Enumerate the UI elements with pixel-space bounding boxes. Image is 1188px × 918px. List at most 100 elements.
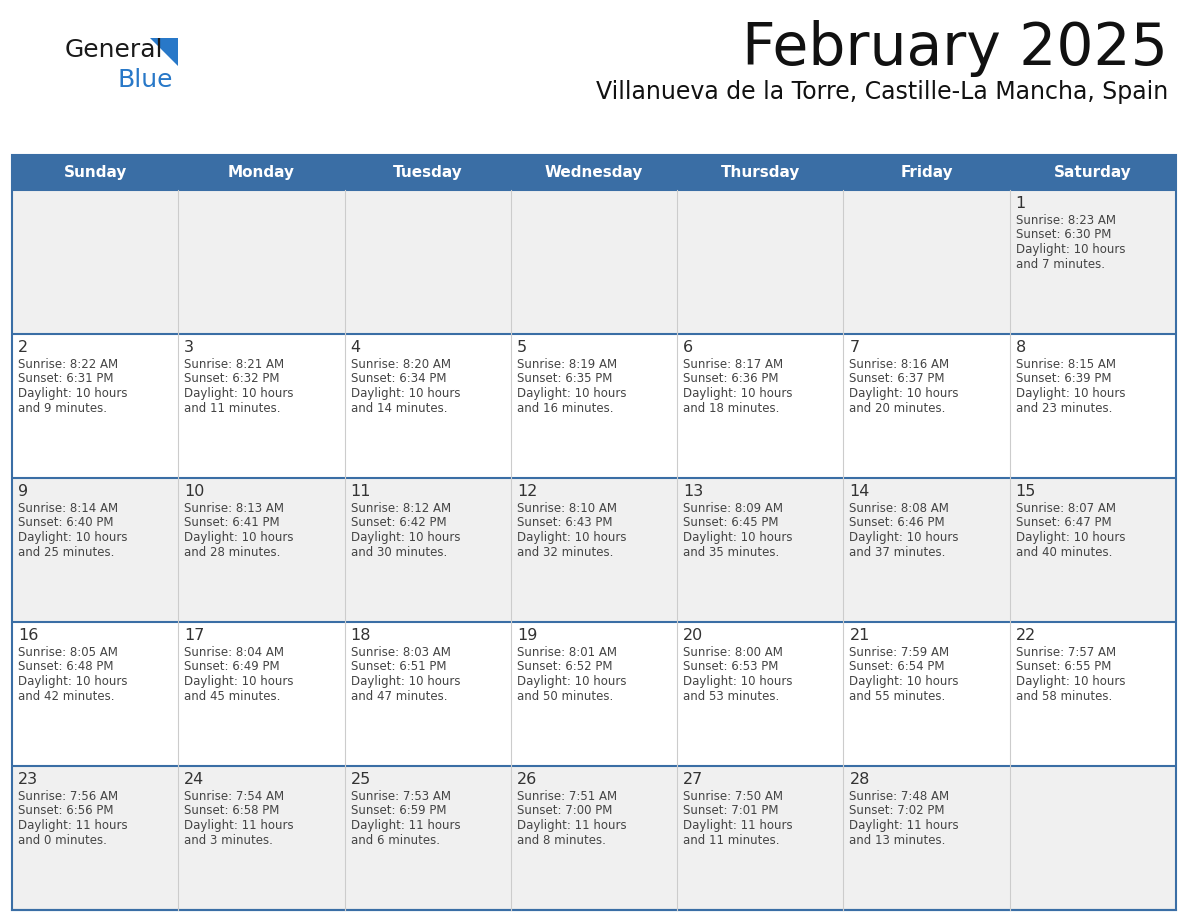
Text: and 9 minutes.: and 9 minutes. <box>18 401 107 415</box>
Text: Sunset: 6:30 PM: Sunset: 6:30 PM <box>1016 229 1111 241</box>
Text: Sunset: 7:01 PM: Sunset: 7:01 PM <box>683 804 778 818</box>
Text: Sunset: 6:41 PM: Sunset: 6:41 PM <box>184 517 280 530</box>
Text: Sunrise: 7:59 AM: Sunrise: 7:59 AM <box>849 646 949 659</box>
Bar <box>12 155 1176 910</box>
Bar <box>12 766 1176 910</box>
Text: and 55 minutes.: and 55 minutes. <box>849 689 946 702</box>
Text: Wednesday: Wednesday <box>545 165 643 180</box>
Text: Sunrise: 8:17 AM: Sunrise: 8:17 AM <box>683 358 783 371</box>
Text: 17: 17 <box>184 628 204 643</box>
Text: Daylight: 10 hours: Daylight: 10 hours <box>184 675 293 688</box>
Text: Daylight: 10 hours: Daylight: 10 hours <box>350 531 460 544</box>
Text: Sunrise: 8:01 AM: Sunrise: 8:01 AM <box>517 646 617 659</box>
Text: Sunset: 6:34 PM: Sunset: 6:34 PM <box>350 373 446 386</box>
Text: Sunset: 6:43 PM: Sunset: 6:43 PM <box>517 517 612 530</box>
Text: Tuesday: Tuesday <box>393 165 462 180</box>
Polygon shape <box>150 38 178 66</box>
Text: Sunset: 6:59 PM: Sunset: 6:59 PM <box>350 804 446 818</box>
Text: 10: 10 <box>184 484 204 499</box>
Text: and 53 minutes.: and 53 minutes. <box>683 689 779 702</box>
Text: 20: 20 <box>683 628 703 643</box>
Bar <box>12 478 1176 622</box>
Text: and 32 minutes.: and 32 minutes. <box>517 545 613 558</box>
Text: 16: 16 <box>18 628 38 643</box>
Text: 26: 26 <box>517 772 537 787</box>
Text: Daylight: 10 hours: Daylight: 10 hours <box>683 675 792 688</box>
Text: and 0 minutes.: and 0 minutes. <box>18 834 107 846</box>
Text: Sunset: 6:45 PM: Sunset: 6:45 PM <box>683 517 778 530</box>
Text: Sunset: 6:39 PM: Sunset: 6:39 PM <box>1016 373 1111 386</box>
Text: General: General <box>65 38 164 62</box>
Bar <box>12 155 1176 190</box>
Text: 22: 22 <box>1016 628 1036 643</box>
Text: Sunset: 7:00 PM: Sunset: 7:00 PM <box>517 804 612 818</box>
Text: Sunrise: 8:14 AM: Sunrise: 8:14 AM <box>18 502 118 515</box>
Text: and 3 minutes.: and 3 minutes. <box>184 834 273 846</box>
Text: Blue: Blue <box>116 68 172 92</box>
Text: Daylight: 11 hours: Daylight: 11 hours <box>683 819 792 832</box>
Text: 5: 5 <box>517 340 527 355</box>
Text: Daylight: 10 hours: Daylight: 10 hours <box>683 531 792 544</box>
Text: and 23 minutes.: and 23 minutes. <box>1016 401 1112 415</box>
Text: and 6 minutes.: and 6 minutes. <box>350 834 440 846</box>
Text: February 2025: February 2025 <box>742 20 1168 77</box>
Text: Sunrise: 7:57 AM: Sunrise: 7:57 AM <box>1016 646 1116 659</box>
Text: Sunset: 6:55 PM: Sunset: 6:55 PM <box>1016 660 1111 674</box>
Text: Daylight: 10 hours: Daylight: 10 hours <box>350 387 460 400</box>
Text: Daylight: 10 hours: Daylight: 10 hours <box>350 675 460 688</box>
Text: Sunset: 6:47 PM: Sunset: 6:47 PM <box>1016 517 1111 530</box>
Text: Thursday: Thursday <box>721 165 800 180</box>
Text: Daylight: 11 hours: Daylight: 11 hours <box>18 819 127 832</box>
Text: 21: 21 <box>849 628 870 643</box>
Text: Daylight: 10 hours: Daylight: 10 hours <box>517 531 626 544</box>
Text: and 18 minutes.: and 18 minutes. <box>683 401 779 415</box>
Text: Sunrise: 8:08 AM: Sunrise: 8:08 AM <box>849 502 949 515</box>
Text: Sunset: 6:51 PM: Sunset: 6:51 PM <box>350 660 446 674</box>
Text: Sunrise: 8:05 AM: Sunrise: 8:05 AM <box>18 646 118 659</box>
Text: Daylight: 10 hours: Daylight: 10 hours <box>184 531 293 544</box>
Text: and 14 minutes.: and 14 minutes. <box>350 401 447 415</box>
Bar <box>12 334 1176 478</box>
Text: Sunrise: 8:10 AM: Sunrise: 8:10 AM <box>517 502 617 515</box>
Text: Daylight: 10 hours: Daylight: 10 hours <box>1016 387 1125 400</box>
Text: and 58 minutes.: and 58 minutes. <box>1016 689 1112 702</box>
Text: and 25 minutes.: and 25 minutes. <box>18 545 114 558</box>
Text: Daylight: 11 hours: Daylight: 11 hours <box>350 819 460 832</box>
Text: Sunrise: 8:09 AM: Sunrise: 8:09 AM <box>683 502 783 515</box>
Text: Daylight: 10 hours: Daylight: 10 hours <box>18 675 127 688</box>
Text: 7: 7 <box>849 340 860 355</box>
Text: Friday: Friday <box>901 165 953 180</box>
Text: 9: 9 <box>18 484 29 499</box>
Text: and 7 minutes.: and 7 minutes. <box>1016 258 1105 271</box>
Text: 11: 11 <box>350 484 371 499</box>
Text: and 45 minutes.: and 45 minutes. <box>184 689 280 702</box>
Text: 28: 28 <box>849 772 870 787</box>
Text: Sunset: 6:53 PM: Sunset: 6:53 PM <box>683 660 778 674</box>
Text: Daylight: 10 hours: Daylight: 10 hours <box>1016 675 1125 688</box>
Text: Sunset: 6:54 PM: Sunset: 6:54 PM <box>849 660 944 674</box>
Bar <box>12 622 1176 766</box>
Text: Daylight: 10 hours: Daylight: 10 hours <box>18 531 127 544</box>
Text: Daylight: 10 hours: Daylight: 10 hours <box>517 387 626 400</box>
Text: Sunset: 6:37 PM: Sunset: 6:37 PM <box>849 373 944 386</box>
Text: Sunset: 6:42 PM: Sunset: 6:42 PM <box>350 517 447 530</box>
Text: and 50 minutes.: and 50 minutes. <box>517 689 613 702</box>
Text: Sunrise: 8:22 AM: Sunrise: 8:22 AM <box>18 358 118 371</box>
Text: 6: 6 <box>683 340 694 355</box>
Text: 15: 15 <box>1016 484 1036 499</box>
Text: and 37 minutes.: and 37 minutes. <box>849 545 946 558</box>
Text: Sunrise: 7:48 AM: Sunrise: 7:48 AM <box>849 790 949 803</box>
Text: Sunrise: 7:56 AM: Sunrise: 7:56 AM <box>18 790 118 803</box>
Text: Sunset: 6:48 PM: Sunset: 6:48 PM <box>18 660 114 674</box>
Text: and 40 minutes.: and 40 minutes. <box>1016 545 1112 558</box>
Text: Sunset: 7:02 PM: Sunset: 7:02 PM <box>849 804 944 818</box>
Text: 14: 14 <box>849 484 870 499</box>
Text: Villanueva de la Torre, Castille-La Mancha, Spain: Villanueva de la Torre, Castille-La Manc… <box>595 80 1168 104</box>
Text: Sunrise: 8:20 AM: Sunrise: 8:20 AM <box>350 358 450 371</box>
Text: 1: 1 <box>1016 196 1026 211</box>
Text: Sunrise: 8:23 AM: Sunrise: 8:23 AM <box>1016 214 1116 227</box>
Text: Sunrise: 7:51 AM: Sunrise: 7:51 AM <box>517 790 617 803</box>
Text: Daylight: 10 hours: Daylight: 10 hours <box>1016 243 1125 256</box>
Text: Sunset: 6:36 PM: Sunset: 6:36 PM <box>683 373 778 386</box>
Text: Daylight: 11 hours: Daylight: 11 hours <box>184 819 293 832</box>
